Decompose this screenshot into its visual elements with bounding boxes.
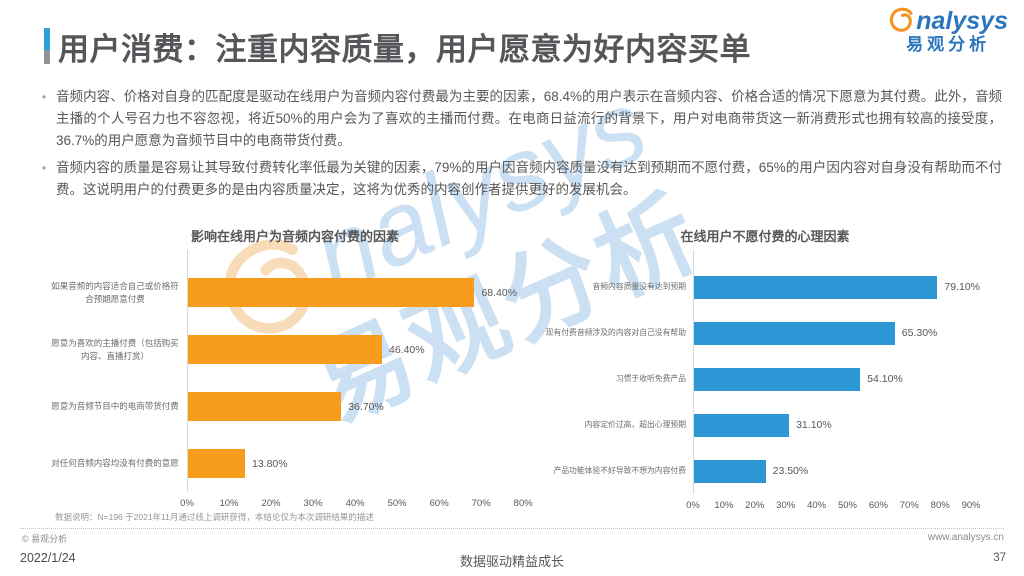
x-tick-label: 40% — [345, 498, 365, 509]
bar-track: 23.50% — [693, 448, 985, 494]
bar-row: 音频内容质量没有达到预期 79.10% — [545, 264, 985, 310]
category-label: 如果音频的内容适合自己或价格符合预期愿意付费 — [51, 280, 179, 304]
x-tick-label: 40% — [807, 500, 827, 511]
bar — [187, 449, 245, 478]
bar-track: 46.40% — [187, 321, 540, 378]
category-label: 内容定价过高，超出心理预期 — [584, 420, 686, 430]
value-label: 31.10% — [796, 419, 832, 431]
chart-body-right: 音频内容质量没有达到预期 79.10% 现有付费音频涉及的内容对自己没有帮助 65.3… — [545, 250, 985, 515]
bar-track: 36.70% — [187, 378, 540, 435]
analysys-logo: nalysys 易观分析 — [888, 8, 1008, 54]
value-label: 23.50% — [772, 465, 809, 477]
page-title: 用户消费：注重内容质量，用户愿意为好内容买单 — [58, 32, 751, 67]
bar-row: 现有付费音频涉及的内容对自己没有帮助 65.30% — [545, 310, 985, 356]
category-label: 习惯于收听免费产品 — [615, 374, 686, 384]
title-accent-bar — [44, 28, 50, 64]
bar — [693, 367, 861, 391]
bar-row: 愿意为喜欢的主播付费（包括购买内容、直播打赏） 46.40% — [50, 321, 540, 378]
x-tick-label: 30% — [776, 500, 796, 511]
x-tick-label: 20% — [261, 498, 281, 509]
bar-track: 31.10% — [693, 402, 985, 448]
value-label: 36.70% — [348, 400, 384, 413]
x-tick-label: 10% — [714, 500, 734, 511]
bar — [187, 278, 475, 307]
website-text: www.analysys.cn — [927, 532, 1004, 543]
x-tick-label: 80% — [930, 500, 950, 511]
chart-nonpayment-factors: 在线用户不愿付费的心理因素 音频内容质量没有达到预期 79.10% 现有付费音频涉及… — [545, 226, 985, 515]
bar-row: 内容定价过高，超出心理预期 31.10% — [545, 402, 985, 448]
x-axis: 0% 10% 20% 30% 40% 50% 60% 70% 80% 90% — [686, 494, 985, 515]
logo-brand-chinese: 易观分析 — [906, 35, 991, 55]
footer-divider — [20, 528, 1004, 529]
bar-track: 79.10% — [693, 264, 985, 310]
slide-date: 2022/1/24 — [20, 551, 76, 565]
analysys-swirl-icon — [890, 7, 913, 32]
value-label: 13.80% — [251, 457, 288, 470]
bar-row: 愿意为音频节目中的电商带货付费 36.70% — [50, 378, 540, 435]
bar-row: 习惯于收听免费产品 54.10% — [545, 356, 985, 402]
logo-wordmark: nalysys — [888, 8, 1008, 34]
data-note: 数据说明：N=196 于2021年11月通过线上调研获得，本结论仅为本次调研结果… — [55, 512, 374, 522]
bar-track: 54.10% — [693, 356, 985, 402]
charts-area: 影响在线用户为音频内容付费的因素 如果音频的内容适合自己或价格符合预期愿意付费 6… — [50, 226, 985, 515]
x-axis: 0% 10% 20% 30% 40% 50% 60% 70% 80% — [180, 492, 540, 513]
chart-title-left: 影响在线用户为音频内容付费的因素 — [190, 229, 399, 244]
category-label: 愿意为喜欢的主播付费（包括购买内容、直播打赏） — [51, 337, 179, 361]
x-tick-label: 10% — [219, 498, 239, 509]
bar — [187, 335, 382, 364]
x-tick-label: 0% — [180, 498, 194, 509]
bar-row: 产品功能体验不好导致不想为内容付费 23.50% — [545, 448, 985, 494]
title-accent-bar-gray — [44, 50, 50, 64]
category-label: 音频内容质量没有达到预期 — [592, 282, 686, 292]
bar-row: 对任何音频内容均没有付费的意愿 13.80% — [50, 435, 540, 492]
x-tick-label: 50% — [387, 498, 407, 509]
x-tick-label: 70% — [471, 498, 491, 509]
footer-slogan: 数据驱动精益成长 — [459, 554, 564, 569]
value-label: 46.40% — [388, 343, 425, 356]
bar-track: 65.30% — [693, 310, 985, 356]
summary-bullets: 音频内容、价格对自身的匹配度是驱动在线用户为音频内容付费最为主要的因素，68.4… — [42, 86, 1002, 206]
category-label: 愿意为音频节目中的电商带货付费 — [51, 401, 179, 412]
category-label: 产品功能体验不好导致不想为内容付费 — [553, 466, 686, 476]
x-tick-label: 0% — [686, 500, 700, 511]
bar-track: 68.40% — [187, 264, 540, 321]
logo-brand-text: nalysys — [916, 7, 1008, 35]
category-label: 对任何音频内容均没有付费的意愿 — [51, 458, 179, 469]
category-label: 现有付费音频涉及的内容对自己没有帮助 — [545, 328, 686, 338]
x-tick-label: 20% — [745, 500, 765, 511]
bar — [693, 459, 766, 483]
x-tick-label: 90% — [961, 500, 981, 511]
bar — [187, 392, 342, 421]
bar — [693, 413, 790, 437]
bullet-point-1: 音频内容、价格对自身的匹配度是驱动在线用户为音频内容付费最为主要的因素，68.4… — [42, 86, 1002, 152]
title-accent-bar-blue — [44, 28, 50, 50]
x-tick-label: 60% — [429, 498, 449, 509]
x-tick-label: 80% — [513, 498, 533, 509]
value-label: 79.10% — [944, 281, 981, 293]
bar — [693, 321, 895, 345]
x-tick-label: 50% — [837, 500, 857, 511]
x-tick-label: 70% — [899, 500, 919, 511]
chart-body-left: 如果音频的内容适合自己或价格符合预期愿意付费 68.40% 愿意为喜欢的主播付费（包… — [50, 250, 540, 513]
value-label: 68.40% — [481, 286, 518, 299]
x-tick-label: 30% — [303, 498, 323, 509]
bar — [693, 275, 938, 299]
value-label: 65.30% — [901, 327, 938, 339]
bullet-point-2: 音频内容的质量是容易让其导致付费转化率低最为关键的因素，79%的用户因音频内容质… — [42, 157, 1002, 201]
page-number: 37 — [993, 552, 1006, 564]
x-tick-label: 60% — [868, 500, 888, 511]
copyright-text: © 易观分析 — [22, 534, 68, 544]
bar-track: 13.80% — [187, 435, 540, 492]
bar-row: 如果音频的内容适合自己或价格符合预期愿意付费 68.40% — [50, 264, 540, 321]
chart-title-right: 在线用户不愿付费的心理因素 — [680, 229, 850, 244]
chart-payment-factors: 影响在线用户为音频内容付费的因素 如果音频的内容适合自己或价格符合预期愿意付费 6… — [50, 226, 540, 515]
value-label: 54.10% — [867, 373, 903, 385]
